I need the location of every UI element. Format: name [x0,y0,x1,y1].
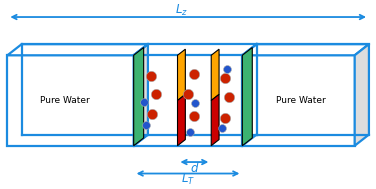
Point [219,127,225,130]
Polygon shape [134,44,148,146]
Polygon shape [355,44,369,146]
Text: Pure Water: Pure Water [276,96,325,105]
Point [191,73,197,76]
Point [226,95,232,98]
Point [187,130,193,133]
Polygon shape [8,55,134,146]
Polygon shape [177,94,185,146]
Polygon shape [211,49,219,101]
Point [149,113,155,116]
Point [143,123,149,126]
Polygon shape [177,49,185,101]
Polygon shape [134,47,144,146]
Point [147,75,153,78]
Point [223,116,229,119]
Polygon shape [242,47,252,146]
Point [193,101,199,105]
Point [224,68,230,71]
Polygon shape [211,94,219,146]
Point [223,76,229,79]
Polygon shape [242,55,355,146]
Point [185,92,191,95]
Point [141,101,147,104]
Polygon shape [242,44,369,55]
Polygon shape [8,44,148,55]
Text: $d$: $d$ [190,161,199,175]
Point [191,115,197,118]
Text: $L_z$: $L_z$ [175,2,188,18]
Text: $L_T$: $L_T$ [181,172,195,187]
Point [153,92,159,95]
Text: Pure Water: Pure Water [39,96,89,105]
